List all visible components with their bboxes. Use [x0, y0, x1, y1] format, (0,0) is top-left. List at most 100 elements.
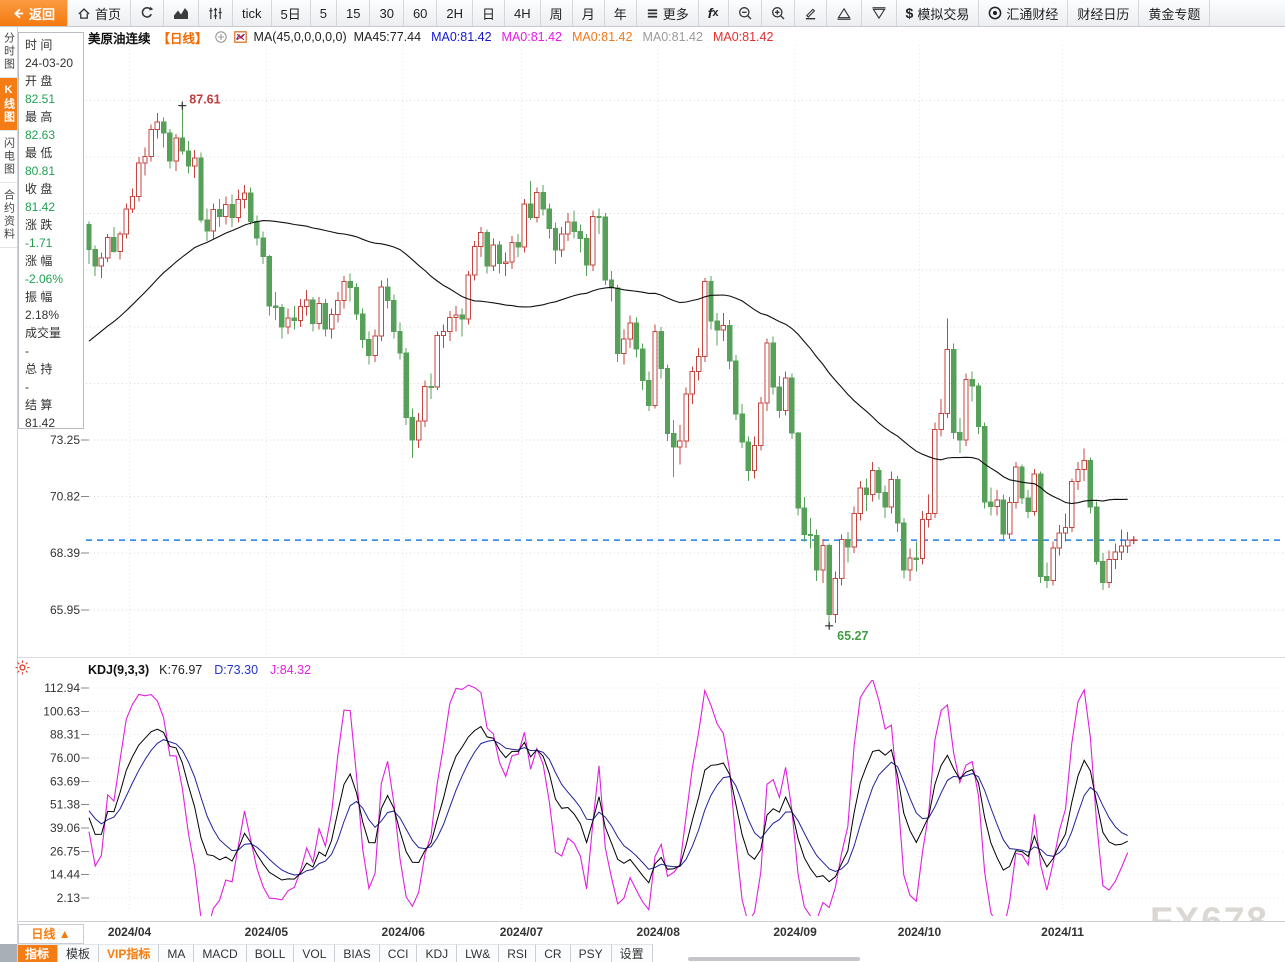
svg-text:51.38: 51.38 — [50, 798, 80, 812]
indicator-button-LW&[interactable]: LW& — [457, 944, 500, 962]
indicator-button-CR[interactable]: CR — [536, 944, 571, 962]
indicator-buttons-bar: 指标 模板 VIP指标 MA MACD BOLL VOL BIAS CCI KDJ LW& RSI CR… — [17, 944, 1285, 962]
toolbar-button-zoom-in[interactable] — [762, 0, 795, 26]
indicator-button-设置[interactable]: 设置 — [611, 944, 653, 962]
date-axis-label: 2024/07 — [499, 925, 544, 939]
toolbar-button-label: 周 — [549, 6, 563, 22]
toolbar-button-period-month[interactable]: 月 — [573, 0, 605, 26]
info-row-label: 最 高 — [25, 110, 53, 124]
toolbar-button-triangle-up[interactable] — [827, 0, 862, 26]
toolbar-button-period-4h[interactable]: 4H — [505, 0, 541, 26]
toolbar-button-period-2h[interactable]: 2H — [437, 0, 474, 26]
indicator-button-MA[interactable]: MA — [159, 944, 195, 962]
toolbar-button-candle-chart[interactable] — [199, 0, 234, 26]
toolbar-button-refresh[interactable] — [131, 0, 165, 26]
indicator-window-icon[interactable] — [233, 31, 247, 43]
toolbar-button-gold-topic[interactable]: 黄金专题 — [1139, 0, 1211, 26]
toolbar-button-period-15[interactable]: 15 — [337, 0, 371, 26]
toolbar-button-period-5d[interactable]: 5日 — [272, 0, 311, 26]
side-tab-3[interactable]: 合约资料 — [0, 183, 17, 248]
fx678-logo-icon — [988, 6, 1002, 20]
horizontal-scrollbar[interactable] — [688, 957, 860, 961]
toolbar-button-label: 5 — [319, 5, 327, 21]
indicator-button-指标[interactable]: 指标 — [17, 944, 59, 962]
indicator-button-VOL[interactable]: VOL — [294, 944, 336, 962]
info-row-value: 82.63 — [25, 128, 56, 142]
toolbar-button-label: 黄金专题 — [1148, 6, 1201, 22]
toolbar-button-triangle-down[interactable] — [862, 0, 897, 26]
toolbar-button-fx678-news[interactable]: 汇通财经 — [979, 0, 1069, 26]
indicator-button-BIAS[interactable]: BIAS — [335, 944, 380, 962]
ma-value: MA0:81.42 — [501, 30, 562, 44]
svg-text:112.94: 112.94 — [44, 681, 80, 695]
toolbar-button-back[interactable]: 返回 — [0, 0, 69, 26]
info-row-value: 81.42 — [25, 416, 56, 430]
indicator-button-CCI[interactable]: CCI — [379, 944, 418, 962]
kdj-values: K:76.97 D:73.30 J:84.32 — [159, 663, 323, 677]
svg-text:63.69: 63.69 — [50, 774, 80, 788]
toolbar-button-zoom-out[interactable] — [729, 0, 762, 26]
toolbar-button-label: 30 — [379, 5, 394, 21]
side-tab-1[interactable]: K线图 — [0, 78, 17, 131]
toolbar-button-period-year[interactable]: 年 — [605, 0, 637, 26]
info-row-value: - — [25, 344, 29, 358]
toolbar-button-tick[interactable]: tick — [233, 0, 272, 26]
symbol-name: 美原油连续 — [88, 31, 151, 46]
indicator-button-BOLL[interactable]: BOLL — [246, 944, 295, 962]
kdj-header: KDJ(9,3,3) K:76.97 D:73.30 J:84.32 — [88, 662, 323, 678]
date-axis-label: 2024/09 — [773, 925, 817, 939]
toolbar-button-period-30[interactable]: 30 — [370, 0, 404, 26]
add-compare-icon[interactable] — [214, 31, 227, 43]
indicator-button-VIP指标[interactable]: VIP指标 — [99, 944, 160, 962]
zoom-in-icon — [771, 6, 785, 20]
indicator-button-MACD[interactable]: MACD — [194, 944, 247, 962]
info-row-value: 24-03-20 — [25, 56, 74, 70]
toolbar-button-label: 60 — [412, 5, 428, 21]
back-arrow-icon — [12, 7, 25, 20]
date-axis-row: 日线 ▲ 2024/04 2024/05 2024/06 2024/07 2024/08… — [17, 921, 1285, 945]
zoom-out-icon — [738, 6, 752, 20]
toolbar-button-period-60[interactable]: 60 — [404, 0, 438, 26]
candles-icon — [208, 7, 223, 20]
svg-text:76.00: 76.00 — [50, 751, 80, 765]
ma-value: MA0:81.42 — [712, 30, 774, 44]
indicator-button-模板[interactable]: 模板 — [58, 944, 100, 962]
toolbar-button-label: 返回 — [29, 6, 56, 22]
info-row-label: 振 幅 — [25, 290, 53, 304]
triangle-up-icon — [836, 7, 852, 20]
indicator-button-KDJ[interactable]: KDJ — [417, 944, 458, 962]
period-selector[interactable]: 日线 ▲ — [18, 924, 84, 944]
info-row-label: 涨 幅 — [25, 254, 53, 268]
kdj-value: D:73.30 — [214, 663, 259, 677]
toolbar-button-period-5[interactable]: 5 — [311, 0, 337, 26]
toolbar-button-label: 首页 — [95, 6, 122, 22]
svg-text:65.27: 65.27 — [837, 629, 868, 643]
toolbar-button-area-chart[interactable] — [164, 0, 200, 26]
svg-text:39.06: 39.06 — [50, 821, 80, 835]
toolbar-button-period-day[interactable]: 日 — [473, 0, 506, 26]
svg-text:87.61: 87.61 — [189, 93, 220, 107]
info-row-value: -1.71 — [25, 236, 53, 250]
ma-value: MA0:81.42 — [431, 30, 492, 44]
toolbar-button-sim-trading[interactable]: $ 模拟交易 — [897, 0, 980, 26]
toolbar-button-period-week[interactable]: 周 — [541, 0, 573, 26]
info-row-value: 80.81 — [25, 164, 56, 178]
info-row-label: 总 持 — [25, 362, 53, 376]
toolbar-button-more[interactable]: 更多 — [637, 0, 699, 26]
indicator-button-PSY[interactable]: PSY — [570, 944, 612, 962]
indicator-button-RSI[interactable]: RSI — [499, 944, 537, 962]
more-icon — [646, 7, 659, 20]
info-row-label: 收 盘 — [25, 182, 53, 196]
toolbar-button-draw[interactable] — [795, 0, 827, 26]
toolbar-button-label: tick — [242, 5, 262, 21]
toolbar-button-calendar[interactable]: 财经日历 — [1068, 0, 1140, 26]
toolbar-button-home[interactable]: 首页 — [68, 0, 132, 26]
side-tab-2[interactable]: 闪电图 — [0, 131, 17, 183]
date-axis-label: 2024/10 — [897, 925, 942, 939]
info-row-label: 开 盘 — [25, 74, 53, 88]
side-tab-0[interactable]: 分时图 — [0, 26, 17, 78]
indicator-sun-icon[interactable] — [15, 660, 30, 680]
